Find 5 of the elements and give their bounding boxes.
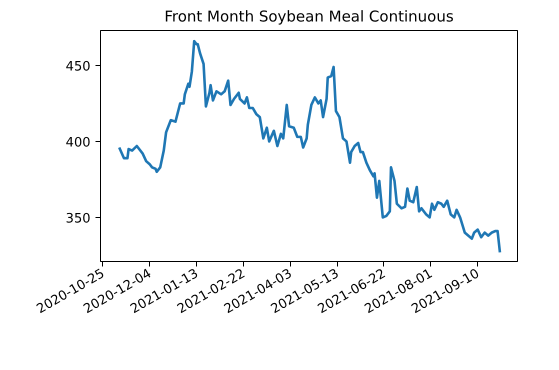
y-tick-label: 450 [66, 59, 91, 74]
line-series [118, 40, 502, 254]
chart-title: Front Month Soybean Meal Continuous [164, 8, 454, 26]
y-tick-label: 400 [66, 135, 91, 150]
y-tick-label: 350 [66, 211, 91, 226]
